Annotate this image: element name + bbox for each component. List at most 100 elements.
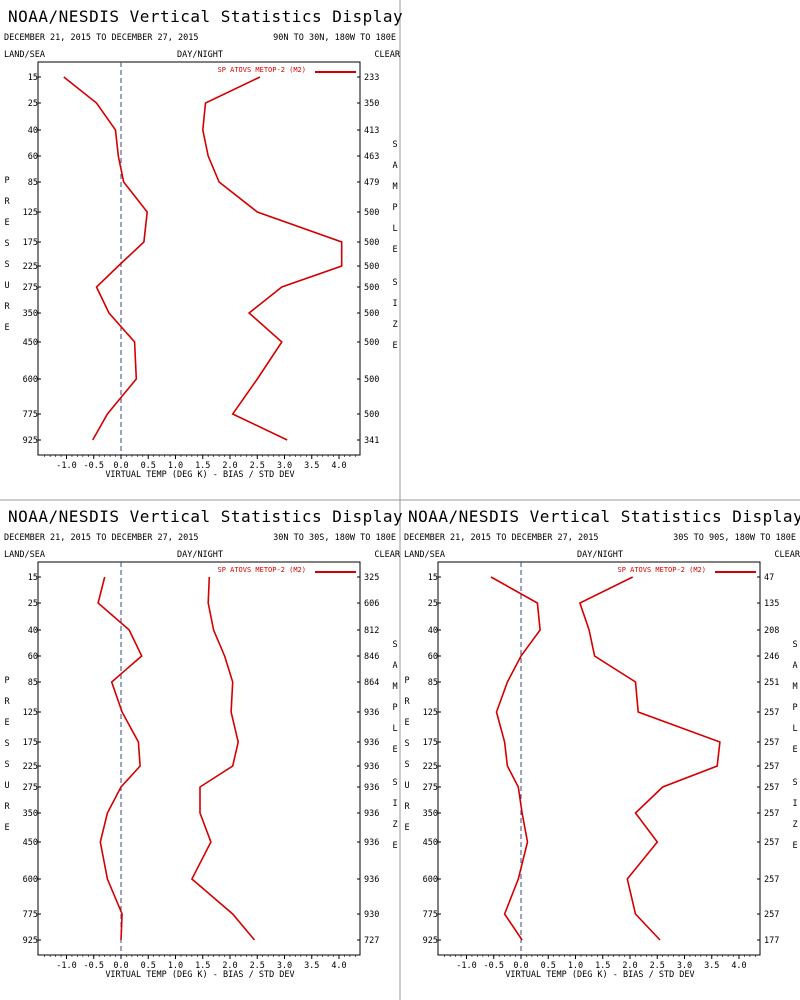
std-dev-series-line bbox=[201, 76, 343, 441]
pressure-level-label: 40 bbox=[28, 126, 38, 136]
x-tick-label: 1.5 bbox=[195, 461, 210, 471]
sample-size-label: 208 bbox=[764, 626, 779, 636]
right-axis-label-letter: L bbox=[792, 724, 797, 734]
pressure-level-label: 60 bbox=[428, 652, 438, 662]
x-tick-label: 1.0 bbox=[168, 961, 183, 971]
right-axis-label-letter: Z bbox=[792, 820, 797, 830]
pressure-level-label: 60 bbox=[28, 652, 38, 662]
x-tick-label: 2.5 bbox=[250, 461, 265, 471]
pressure-level-label: 600 bbox=[423, 875, 438, 885]
sample-size-label: 936 bbox=[364, 875, 379, 885]
right-axis-label-letter: E bbox=[392, 341, 397, 351]
pressure-level-label: 125 bbox=[423, 708, 438, 718]
y-axis-label-letter: S bbox=[4, 760, 9, 770]
sample-size-label: 606 bbox=[364, 599, 379, 609]
plot-frame bbox=[37, 61, 361, 456]
day-night-label: DAY/NIGHT bbox=[177, 50, 223, 60]
chart-panel-3: NOAA/NESDIS Vertical Statistics Display D… bbox=[404, 507, 800, 980]
sample-size-label: 846 bbox=[364, 652, 379, 662]
y-axis-label-letter: E bbox=[404, 823, 409, 833]
x-tick-label: 4.0 bbox=[731, 961, 746, 971]
land-sea-label: LAND/SEA bbox=[404, 550, 445, 560]
sample-size-label: 350 bbox=[364, 99, 379, 109]
x-tick-label: 2.0 bbox=[222, 961, 237, 971]
sample-size-label: 47 bbox=[764, 573, 774, 583]
y-axis-label-letter: R bbox=[4, 197, 10, 207]
sample-size-label: 936 bbox=[364, 762, 379, 772]
x-tick-label: 0.5 bbox=[141, 961, 156, 971]
chart-title: NOAA/NESDIS Vertical Statistics Display bbox=[8, 507, 403, 526]
pressure-level-label: 85 bbox=[28, 678, 38, 688]
chart-panel-2: NOAA/NESDIS Vertical Statistics Display D… bbox=[4, 507, 403, 980]
x-tick-label: 1.0 bbox=[168, 461, 183, 471]
y-axis-label-letter: S bbox=[4, 739, 9, 749]
sample-size-label: 936 bbox=[364, 708, 379, 718]
sample-size-label: 257 bbox=[764, 875, 779, 885]
sample-size-label: 500 bbox=[364, 375, 379, 385]
right-axis-label-letter: Z bbox=[392, 820, 397, 830]
chart-title: NOAA/NESDIS Vertical Statistics Display bbox=[8, 7, 403, 26]
sample-size-label: 500 bbox=[364, 309, 379, 319]
bias-series-line bbox=[97, 576, 143, 941]
bias-series-line bbox=[63, 76, 149, 441]
x-tick-label: 3.0 bbox=[277, 461, 292, 471]
x-tick-label: 3.0 bbox=[677, 961, 692, 971]
pressure-level-label: 350 bbox=[23, 309, 38, 319]
legend-label: SP ATOVS METOP-2 (M2) bbox=[217, 66, 306, 74]
x-tick-label: 0.0 bbox=[113, 461, 128, 471]
right-axis-label-letter: P bbox=[392, 703, 397, 713]
y-axis-label-letter: P bbox=[4, 176, 9, 186]
day-night-label: DAY/NIGHT bbox=[577, 550, 623, 560]
right-axis-label-letter: S bbox=[392, 778, 397, 788]
y-axis-label-letter: R bbox=[4, 802, 10, 812]
y-axis-label-letter: E bbox=[404, 718, 409, 728]
std-dev-series-line bbox=[190, 576, 256, 941]
sample-size-label: 500 bbox=[364, 338, 379, 348]
x-tick-label: 2.0 bbox=[222, 461, 237, 471]
pressure-level-label: 925 bbox=[23, 436, 38, 446]
y-axis-label-letter: R bbox=[404, 697, 410, 707]
pressure-level-label: 15 bbox=[28, 573, 38, 583]
pressure-level-label: 225 bbox=[23, 262, 38, 272]
sample-size-label: 257 bbox=[764, 738, 779, 748]
sample-size-label: 864 bbox=[364, 678, 379, 688]
right-axis-label-letter: I bbox=[792, 799, 797, 809]
pressure-level-label: 85 bbox=[428, 678, 438, 688]
sample-size-label: 500 bbox=[364, 262, 379, 272]
sample-size-label: 257 bbox=[764, 783, 779, 793]
sample-size-label: 135 bbox=[764, 599, 779, 609]
sample-size-label: 177 bbox=[764, 936, 779, 946]
land-sea-label: LAND/SEA bbox=[4, 550, 45, 560]
x-axis-label: VIRTUAL TEMP (DEG K) - BIAS / STD DEV bbox=[505, 970, 694, 980]
right-axis-label-letter: S bbox=[792, 640, 797, 650]
date-range: DECEMBER 21, 2015 TO DECEMBER 27, 2015 bbox=[4, 33, 198, 43]
pressure-level-label: 125 bbox=[23, 208, 38, 218]
sample-size-label: 257 bbox=[764, 809, 779, 819]
x-tick-label: 0.5 bbox=[541, 961, 556, 971]
sample-size-label: 257 bbox=[764, 762, 779, 772]
pressure-level-label: 175 bbox=[23, 738, 38, 748]
x-tick-label: 2.5 bbox=[650, 961, 665, 971]
right-axis-label-letter: M bbox=[392, 182, 397, 192]
sample-size-label: 812 bbox=[364, 626, 379, 636]
pressure-level-label: 775 bbox=[423, 910, 438, 920]
y-axis-label-letter: U bbox=[4, 781, 9, 791]
y-axis-label-letter: S bbox=[4, 239, 9, 249]
sample-size-label: 257 bbox=[764, 910, 779, 920]
sample-size-label: 341 bbox=[364, 436, 379, 446]
right-axis-label-letter: P bbox=[792, 703, 797, 713]
sample-size-label: 936 bbox=[364, 809, 379, 819]
x-tick-label: 3.0 bbox=[277, 961, 292, 971]
sample-size-label: 500 bbox=[364, 208, 379, 218]
y-axis-label-letter: R bbox=[4, 302, 10, 312]
std-dev-series-line bbox=[578, 576, 721, 941]
y-axis-label-letter: S bbox=[4, 260, 9, 270]
y-axis-label-letter: U bbox=[404, 781, 409, 791]
right-axis-label-letter: S bbox=[392, 140, 397, 150]
right-axis-label-letter: A bbox=[392, 161, 397, 171]
x-axis-label: VIRTUAL TEMP (DEG K) - BIAS / STD DEV bbox=[105, 470, 294, 480]
right-axis-label-letter: S bbox=[392, 278, 397, 288]
x-tick-label: -0.5 bbox=[484, 961, 504, 971]
x-tick-label: 1.5 bbox=[595, 961, 610, 971]
region-label: 90N TO 30N, 180W TO 180E bbox=[273, 33, 396, 43]
